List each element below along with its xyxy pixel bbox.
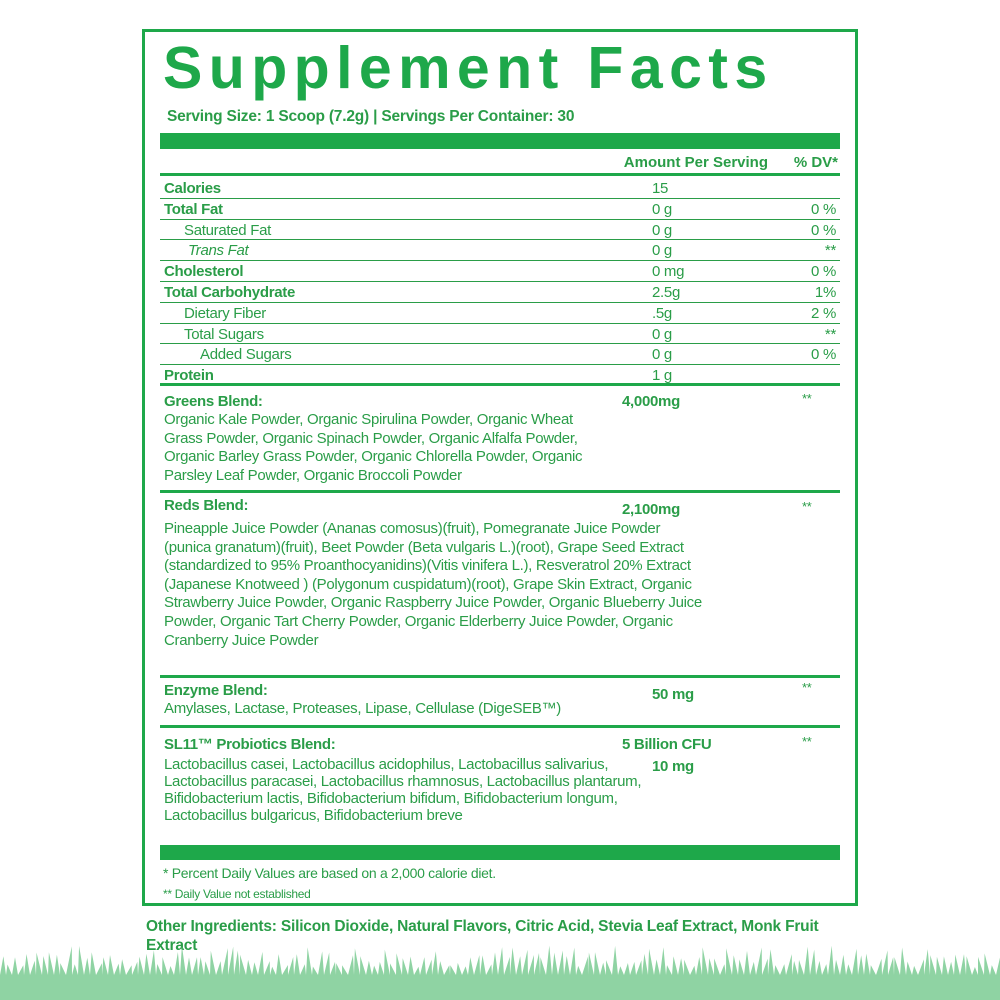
blend-name: Greens Blend: — [164, 393, 263, 410]
nutrient-amount: .5g — [652, 304, 672, 322]
blend-amount-mg: 10 mg — [652, 758, 694, 775]
nutrient-row: Added Sugars 0 g 0 % — [160, 344, 840, 366]
blend-name: Enzyme Blend: — [164, 682, 268, 699]
reds-blend: Reds Blend: 2,100mg ** Pineapple Juice P… — [160, 493, 840, 678]
nutrient-amount: 0 g — [652, 242, 672, 260]
nutrient-name: Trans Fat — [188, 242, 249, 260]
blend-ingredients: Amylases, Lactase, Proteases, Lipase, Ce… — [164, 700, 561, 717]
nutrient-name: Total Sugars — [184, 325, 264, 343]
nutrient-table: Calories 15 Total Fat 0 g 0 % Saturated Fat… — [160, 178, 840, 386]
nutrient-name: Saturated Fat — [184, 221, 271, 239]
divider-bar — [160, 133, 840, 149]
nutrient-name: Total Fat — [164, 200, 223, 218]
grass-decoration — [0, 945, 1000, 1000]
enzyme-blend: Enzyme Blend: 50 mg ** Amylases, Lactase… — [160, 678, 840, 728]
nutrient-amount: 0 g — [652, 346, 672, 364]
column-header: Amount Per Serving % DV* — [160, 152, 840, 176]
nutrient-amount: 0 g — [652, 325, 672, 343]
blend-ingredients: Organic Kale Powder, Organic Spirulina P… — [164, 411, 583, 484]
nutrient-name: Calories — [164, 180, 221, 197]
blend-name: SL11™ Probiotics Blend: — [164, 736, 336, 753]
other-ingredients: Other Ingredients: Silicon Dioxide, Natu… — [146, 918, 819, 954]
blend-amount: 4,000mg — [622, 393, 680, 410]
blend-dv: ** — [802, 499, 812, 514]
greens-blend: Greens Blend: 4,000mg ** Organic Kale Po… — [160, 389, 840, 493]
blend-amount: 2,100mg — [622, 501, 680, 518]
dv-header: % DV* — [793, 154, 838, 171]
nutrient-dv: ** — [824, 242, 836, 260]
nutrient-dv: 0 % — [811, 346, 836, 364]
nutrient-row: Total Carbohydrate 2.5g 1% — [160, 282, 840, 303]
nutrient-row: Saturated Fat 0 g 0 % — [160, 220, 840, 241]
probiotics-blend: SL11™ Probiotics Blend: 5 Billion CFU 10… — [160, 728, 840, 848]
divider-bar — [160, 845, 840, 860]
nutrient-name: Total Carbohydrate — [164, 283, 296, 301]
nutrient-name: Dietary Fiber — [184, 304, 266, 322]
blend-dv: ** — [802, 680, 812, 695]
nutrient-dv: 2 % — [811, 304, 836, 322]
nutrient-name: Protein — [164, 367, 214, 385]
nutrient-dv: ** — [824, 325, 836, 343]
nutrient-row: Total Fat 0 g 0 % — [160, 199, 840, 220]
supplement-facts-panel: Supplement Facts Serving Size: 1 Scoop (… — [142, 29, 858, 906]
nutrient-row: Cholesterol 0 mg 0 % — [160, 261, 840, 282]
nutrient-name: Added Sugars — [200, 346, 292, 364]
blend-amount: 5 Billion CFU — [622, 736, 712, 753]
nutrient-dv: 0 % — [811, 263, 836, 281]
blend-dv: ** — [802, 734, 812, 749]
nutrient-amount: 0 mg — [652, 263, 685, 281]
serving-info: Serving Size: 1 Scoop (7.2g) | Servings … — [167, 108, 575, 125]
nutrient-row: Calories 15 — [160, 178, 840, 199]
blend-ingredients: Lactobacillus casei, Lactobacillus acido… — [164, 756, 642, 824]
nutrient-row: Dietary Fiber .5g 2 % — [160, 303, 840, 324]
nutrient-amount: 15 — [652, 180, 669, 197]
nutrient-row: Protein 1 g — [160, 365, 840, 386]
nutrient-dv: 0 % — [811, 221, 836, 239]
footnote-not-established: ** Daily Value not established — [163, 887, 311, 901]
nutrient-dv: 0 % — [811, 200, 836, 218]
footnote-dv: * Percent Daily Values are based on a 2,… — [163, 865, 496, 881]
blend-amount: 50 mg — [652, 686, 694, 703]
nutrient-amount: 0 g — [652, 200, 672, 218]
blend-ingredients: Pineapple Juice Powder (Ananas comosus)(… — [164, 520, 702, 649]
nutrient-amount: 0 g — [652, 221, 672, 239]
nutrient-row: Total Sugars 0 g ** — [160, 324, 840, 345]
nutrient-name: Cholesterol — [164, 263, 244, 281]
panel-title: Supplement Facts — [163, 35, 774, 101]
amount-header: Amount Per Serving — [623, 154, 768, 171]
nutrient-amount: 1 g — [652, 367, 672, 385]
nutrient-row: Trans Fat 0 g ** — [160, 240, 840, 262]
nutrient-amount: 2.5g — [652, 283, 680, 301]
blend-dv: ** — [802, 391, 812, 406]
nutrient-dv: 1% — [814, 283, 836, 301]
blend-name: Reds Blend: — [164, 497, 249, 514]
